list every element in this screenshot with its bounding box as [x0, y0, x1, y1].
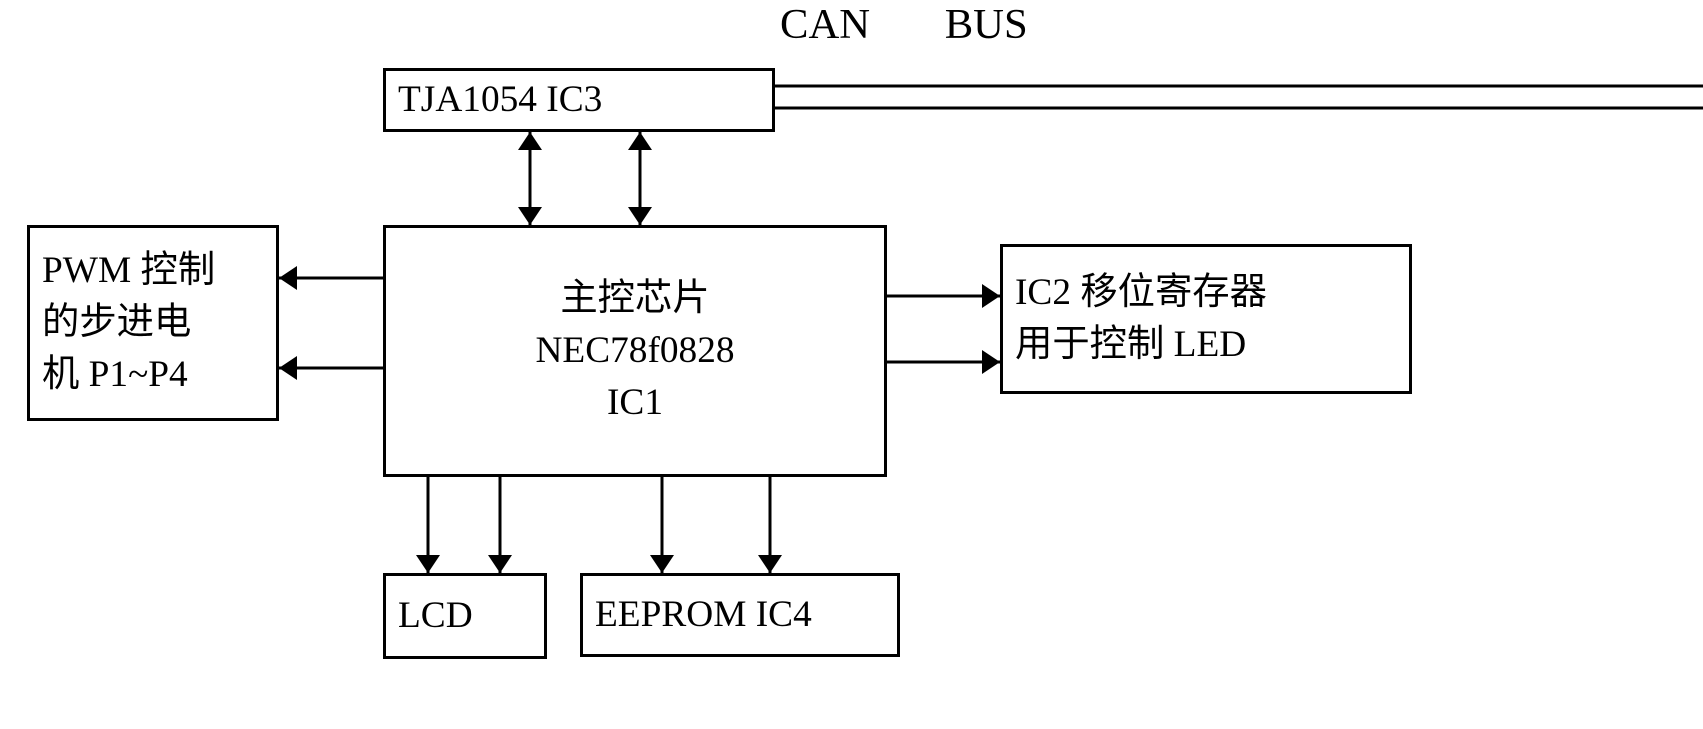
- node-text-line: 用于控制 LED: [1015, 319, 1246, 371]
- node-text-line: EEPROM IC4: [595, 589, 812, 641]
- node-eeprom: EEPROM IC4: [580, 573, 900, 657]
- node-text-line: 主控芯片: [560, 273, 709, 325]
- node-ic2: IC2 移位寄存器用于控制 LED: [1000, 244, 1412, 394]
- node-pwm: PWM 控制的步进电机 P1~P4: [27, 225, 279, 421]
- node-text-line: TJA1054 IC3: [398, 74, 602, 126]
- node-text-line: PWM 控制: [42, 245, 215, 297]
- node-text-line: 机 P1~P4: [42, 349, 188, 401]
- node-text-line: IC1: [607, 377, 663, 429]
- node-lcd: LCD: [383, 573, 547, 659]
- node-ic3: TJA1054 IC3: [383, 68, 775, 132]
- node-ic1: 主控芯片NEC78f0828IC1: [383, 225, 887, 477]
- node-text-line: IC2 移位寄存器: [1015, 267, 1267, 319]
- node-text-line: NEC78f0828: [535, 325, 734, 377]
- node-text-line: LCD: [398, 590, 473, 642]
- node-text-line: 的步进电: [42, 297, 191, 349]
- can-bus-label: CAN BUS: [780, 0, 1028, 49]
